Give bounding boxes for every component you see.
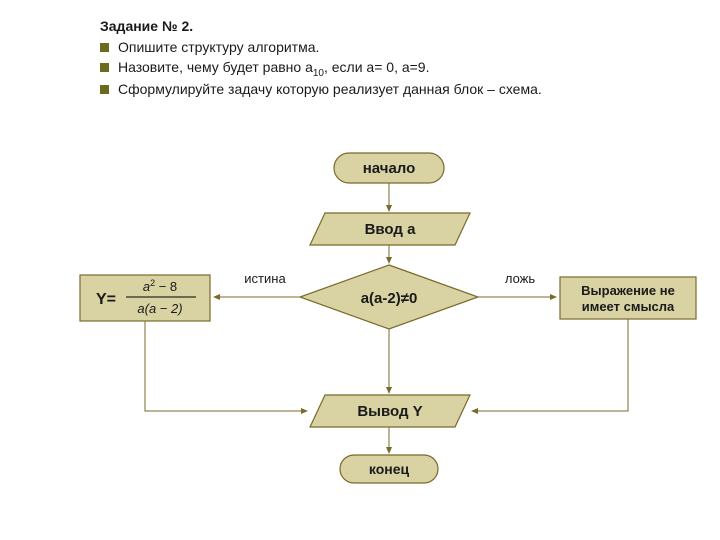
node-calc: Y= a2 − 8 a(a − 2) <box>80 275 210 321</box>
bullet-2: Назовите, чему будет равно a10, если a= … <box>100 58 680 81</box>
edge-calc-output <box>145 321 307 411</box>
bullet-2-subscript: 10 <box>313 67 324 78</box>
bullet-1: Опишите структуру алгоритма. <box>100 38 680 58</box>
page: Задание № 2. Опишите структуру алгоритма… <box>0 0 720 540</box>
branch-label-true: истина <box>244 271 286 286</box>
node-output: Вывод Y <box>310 395 470 427</box>
flowchart: начало Ввод a a(a-2)≠0 истина ложь Y= <box>0 135 720 535</box>
bullet-2-suffix: , если a= 0, a=9. <box>324 59 430 75</box>
bullet-3: Сформулируйте задачу которую реализует д… <box>100 80 680 100</box>
node-input: Ввод a <box>310 213 470 245</box>
node-msg-line1: Выражение не <box>581 283 675 298</box>
task-title: Задание № 2. <box>100 18 680 34</box>
node-msg: Выражение не имеет смысла <box>560 277 696 319</box>
calc-lhs: Y= <box>96 291 116 308</box>
calc-denominator: a(a − 2) <box>137 301 182 316</box>
node-end: конец <box>340 455 438 483</box>
node-msg-line2: имеет смысла <box>582 299 675 314</box>
edge-msg-output <box>472 319 628 411</box>
node-decision-label: a(a-2)≠0 <box>361 290 418 307</box>
calc-numerator: a2 − 8 <box>143 278 177 294</box>
node-decision: a(a-2)≠0 <box>300 265 478 329</box>
header-block: Задание № 2. Опишите структуру алгоритма… <box>100 18 680 100</box>
node-end-label: конец <box>369 461 410 477</box>
node-start-label: начало <box>363 160 416 177</box>
branch-label-false: ложь <box>505 271 536 286</box>
node-input-label: Ввод a <box>365 221 417 238</box>
node-output-label: Вывод Y <box>357 403 422 420</box>
node-start: начало <box>334 153 444 183</box>
task-bullets: Опишите структуру алгоритма. Назовите, ч… <box>100 38 680 100</box>
bullet-2-prefix: Назовите, чему будет равно a <box>118 59 313 75</box>
